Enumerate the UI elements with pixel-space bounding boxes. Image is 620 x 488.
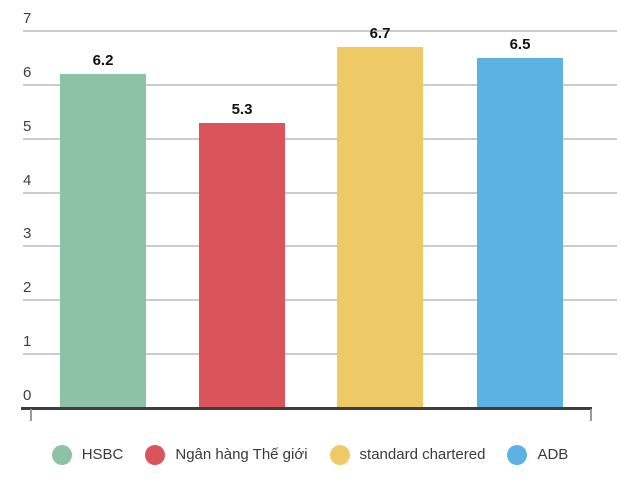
gridline [23, 353, 617, 356]
gridline [23, 299, 617, 302]
legend-item-adb: ADB [507, 445, 568, 465]
legend-item-label: standard chartered [359, 446, 486, 463]
legend-item-label: HSBC [81, 446, 124, 463]
x-axis-tick [590, 409, 592, 421]
legend: HSBC Ngân hàng Thế giới standard chartered… [0, 445, 620, 465]
legend-swatch-circle-icon [145, 445, 166, 465]
gridline [23, 245, 617, 248]
gridline [23, 137, 617, 140]
bar-hsbc [60, 74, 146, 408]
bar-value-label: 5.3 [231, 100, 253, 118]
y-axis-tick-label: 2 [23, 279, 32, 297]
legend-swatch-circle-icon [51, 445, 72, 465]
gridline [23, 191, 617, 194]
legend-item-ngân-hàng-thế-giới: Ngân hàng Thế giới [145, 445, 308, 465]
y-axis-tick-label: 3 [23, 225, 32, 243]
gridline [23, 30, 617, 32]
gridline [23, 83, 617, 86]
bar-ngân-hàng-thế-giới [199, 122, 285, 408]
legend-swatch-circle-icon [507, 445, 528, 465]
bar-value-label: 6.2 [92, 52, 114, 70]
x-axis-tick [30, 409, 32, 421]
y-axis-tick-label: 7 [23, 10, 32, 27]
legend-item-hsbc: HSBC [51, 445, 124, 465]
y-axis-tick-label: 5 [23, 117, 32, 135]
x-axis-line [21, 406, 592, 410]
y-axis-tick-label: 1 [23, 333, 32, 351]
bar-standard-chartered [337, 47, 423, 408]
legend-item-label: Ngân hàng Thế giới [175, 446, 308, 463]
bar-adb [477, 57, 563, 408]
y-axis-tick-label: 6 [23, 63, 32, 81]
y-axis-tick-label: 0 [23, 387, 32, 404]
bar-value-label: 6.5 [509, 35, 531, 53]
y-axis-tick-label: 4 [23, 171, 32, 189]
bar-value-label: 6.7 [369, 25, 391, 43]
legend-swatch-circle-icon [329, 445, 350, 465]
legend-item-standard-chartered: standard chartered [329, 445, 486, 465]
legend-item-label: ADB [537, 446, 569, 463]
